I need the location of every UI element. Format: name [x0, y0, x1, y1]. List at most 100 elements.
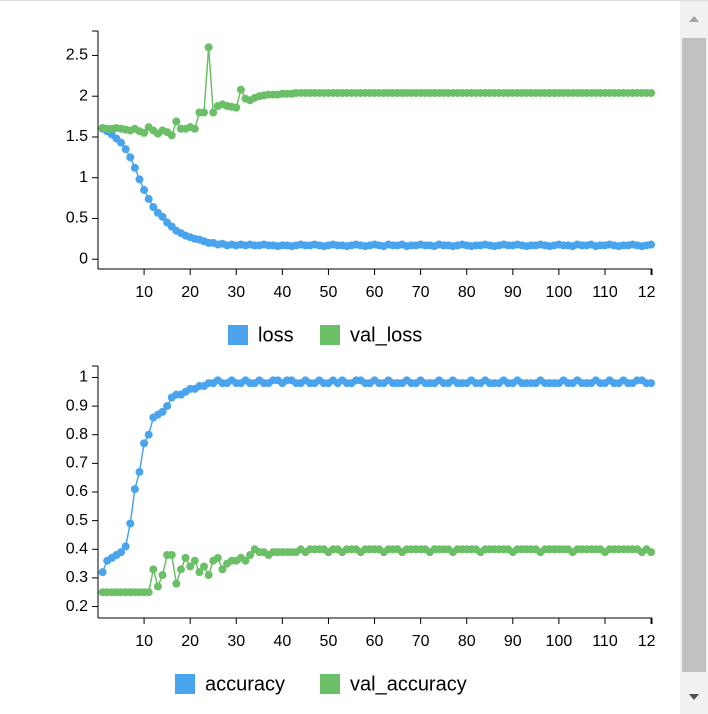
- data-point: [130, 485, 139, 494]
- x-tick-label: 110: [592, 284, 618, 301]
- data-point: [172, 579, 181, 588]
- data-point: [130, 163, 139, 172]
- data-point: [200, 562, 209, 571]
- data-point: [167, 551, 176, 559]
- x-tick-label: 20: [181, 284, 199, 301]
- x-tick-label: 50: [320, 284, 338, 301]
- data-point: [140, 128, 149, 137]
- data-point: [167, 131, 176, 140]
- data-point: [98, 568, 107, 577]
- data-point: [218, 565, 227, 574]
- x-tick-label: 20: [181, 633, 199, 650]
- legend-swatch: [320, 674, 340, 694]
- data-point: [200, 108, 209, 117]
- data-point: [121, 145, 130, 154]
- legend-label: val_loss: [350, 324, 422, 346]
- data-point: [135, 467, 144, 476]
- x-tick-label: 90: [504, 284, 522, 301]
- y-tick-label: 1: [79, 169, 88, 186]
- legend-label: accuracy: [205, 673, 285, 695]
- data-point: [153, 582, 162, 591]
- scroll-arrows: [689, 16, 699, 700]
- y-tick-label: 2: [79, 87, 88, 104]
- data-point: [135, 175, 144, 184]
- y-tick-label: 1: [79, 369, 88, 386]
- data-point: [172, 117, 181, 126]
- data-point: [190, 124, 199, 133]
- data-point: [149, 565, 158, 574]
- x-tick-label: 10: [135, 633, 153, 650]
- data-point: [117, 138, 126, 147]
- charts: 00.511.522.5102030405060708090100110120l…: [66, 30, 656, 695]
- scrollbar[interactable]: [680, 1, 708, 714]
- data-point: [181, 553, 190, 562]
- y-tick-label: 0.7: [66, 455, 88, 472]
- data-point: [236, 85, 245, 94]
- legend-swatch: [228, 325, 248, 345]
- series-line: [101, 379, 652, 573]
- y-tick-label: 0.5: [66, 512, 88, 529]
- x-tick-label: 30: [227, 633, 245, 650]
- data-point: [204, 43, 213, 52]
- data-point: [126, 153, 135, 162]
- x-tick-label: 100: [546, 284, 573, 301]
- x-tick-label: 60: [366, 284, 384, 301]
- x-tick-label: 80: [458, 633, 476, 650]
- x-tick-label: 60: [366, 633, 384, 650]
- y-tick-label: 0.6: [66, 483, 88, 500]
- data-point: [158, 571, 167, 580]
- data-point: [144, 194, 153, 203]
- data-point: [213, 553, 222, 562]
- legend-label: loss: [258, 324, 294, 346]
- y-tick-label: 2.5: [66, 47, 88, 64]
- y-tick-label: 0.3: [66, 569, 88, 586]
- data-point: [647, 548, 656, 557]
- data-point: [232, 103, 241, 112]
- y-tick-label: 0.2: [66, 598, 88, 615]
- x-tick-label: 50: [320, 633, 338, 650]
- data-point: [126, 519, 135, 528]
- legend-label: val_accuracy: [350, 673, 467, 695]
- legend-swatch: [320, 325, 340, 345]
- y-tick-label: 0.9: [66, 397, 88, 414]
- data-point: [647, 88, 656, 97]
- x-tick-label: 10: [135, 284, 153, 301]
- y-tick-label: 0.8: [66, 426, 88, 443]
- data-point: [647, 379, 656, 388]
- data-point: [647, 240, 656, 249]
- data-point: [246, 551, 255, 559]
- data-point: [144, 430, 153, 439]
- x-tick-label: 40: [273, 633, 291, 650]
- x-tick-label: 120: [638, 633, 656, 650]
- x-tick-label: 40: [273, 284, 291, 301]
- legend-swatch: [175, 674, 195, 694]
- data-point: [158, 407, 167, 416]
- x-tick-label: 30: [227, 284, 245, 301]
- x-tick-label: 70: [412, 284, 430, 301]
- y-tick-label: 0.5: [66, 210, 88, 227]
- data-point: [186, 562, 195, 571]
- data-point: [140, 185, 149, 194]
- data-point: [121, 542, 130, 551]
- scroll-thumb[interactable]: [682, 38, 706, 672]
- x-tick-label: 110: [592, 633, 618, 650]
- data-point: [209, 108, 218, 117]
- data-point: [241, 556, 250, 565]
- data-point: [140, 439, 149, 448]
- x-tick-label: 90: [504, 633, 522, 650]
- x-tick-label: 100: [546, 633, 573, 650]
- y-tick-label: 1.5: [66, 128, 88, 145]
- x-tick-label: 70: [412, 633, 430, 650]
- data-point: [163, 402, 172, 411]
- data-point: [195, 568, 204, 577]
- data-point: [144, 588, 153, 597]
- x-tick-label: 80: [458, 284, 476, 301]
- series-line: [102, 128, 652, 247]
- x-tick-label: 120: [638, 284, 656, 301]
- y-tick-label: 0: [79, 250, 88, 267]
- data-point: [149, 203, 158, 212]
- data-point: [176, 565, 185, 574]
- data-point: [117, 548, 126, 557]
- y-tick-label: 0.4: [66, 540, 88, 557]
